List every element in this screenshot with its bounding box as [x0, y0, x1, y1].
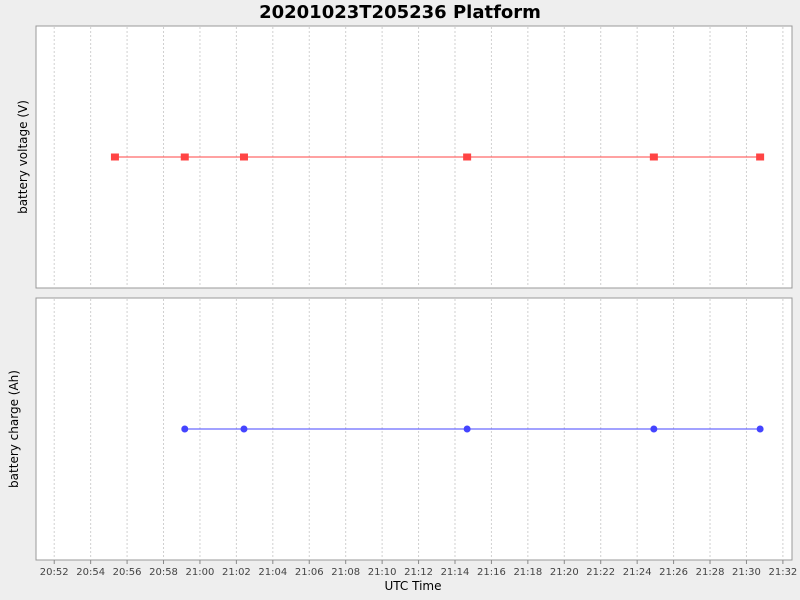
- charge-panel: battery charge (Ah): [7, 297, 793, 561]
- x-tick-label: 21:10: [368, 567, 397, 578]
- data-point: [756, 425, 764, 433]
- x-tick-label: 21:20: [550, 567, 579, 578]
- x-tick-label: 20:56: [113, 567, 142, 578]
- voltage-panel: battery voltage (V): [16, 25, 793, 289]
- x-tick-label: 21:22: [586, 567, 615, 578]
- data-point: [649, 153, 658, 161]
- data-point: [180, 153, 189, 161]
- data-point: [650, 425, 658, 433]
- x-tick-label: 20:54: [76, 567, 105, 578]
- x-tick-label: 21:14: [441, 567, 470, 578]
- x-tick-label: 21:16: [477, 567, 506, 578]
- x-tick-label: 20:58: [149, 567, 178, 578]
- x-tick-label: 21:18: [513, 567, 542, 578]
- x-tick-label: 21:24: [623, 567, 652, 578]
- x-tick-label: 20:52: [40, 567, 69, 578]
- x-tick-label: 21:28: [696, 567, 725, 578]
- data-point: [463, 425, 471, 433]
- chart-title: 20201023T205236 Platform: [259, 2, 541, 23]
- x-axis-ticks: 20:52 20:54 20:56 20:58 21:00 21:02 21:04 21:06…: [40, 560, 797, 578]
- voltage-y-axis-label: battery voltage (V): [16, 100, 30, 214]
- data-point: [756, 153, 765, 161]
- x-tick-label: 21:02: [222, 567, 251, 578]
- x-tick-label: 21:26: [659, 567, 688, 578]
- data-point: [239, 153, 248, 161]
- x-tick-label: 21:30: [732, 567, 761, 578]
- x-tick-label: 21:00: [186, 567, 215, 578]
- voltage-series: [110, 153, 765, 161]
- data-point: [463, 153, 472, 161]
- charge-y-axis-label: battery charge (Ah): [7, 370, 21, 488]
- x-tick-label: 21:08: [331, 567, 360, 578]
- x-axis-label: UTC Time: [385, 579, 442, 593]
- x-tick-label: 21:06: [295, 567, 324, 578]
- data-point: [110, 153, 119, 161]
- x-tick-label: 21:04: [258, 567, 287, 578]
- x-tick-label: 21:12: [404, 567, 433, 578]
- x-tick-label: 21:32: [768, 567, 797, 578]
- data-point: [181, 425, 189, 433]
- charge-series: [181, 425, 764, 433]
- data-point: [240, 425, 248, 433]
